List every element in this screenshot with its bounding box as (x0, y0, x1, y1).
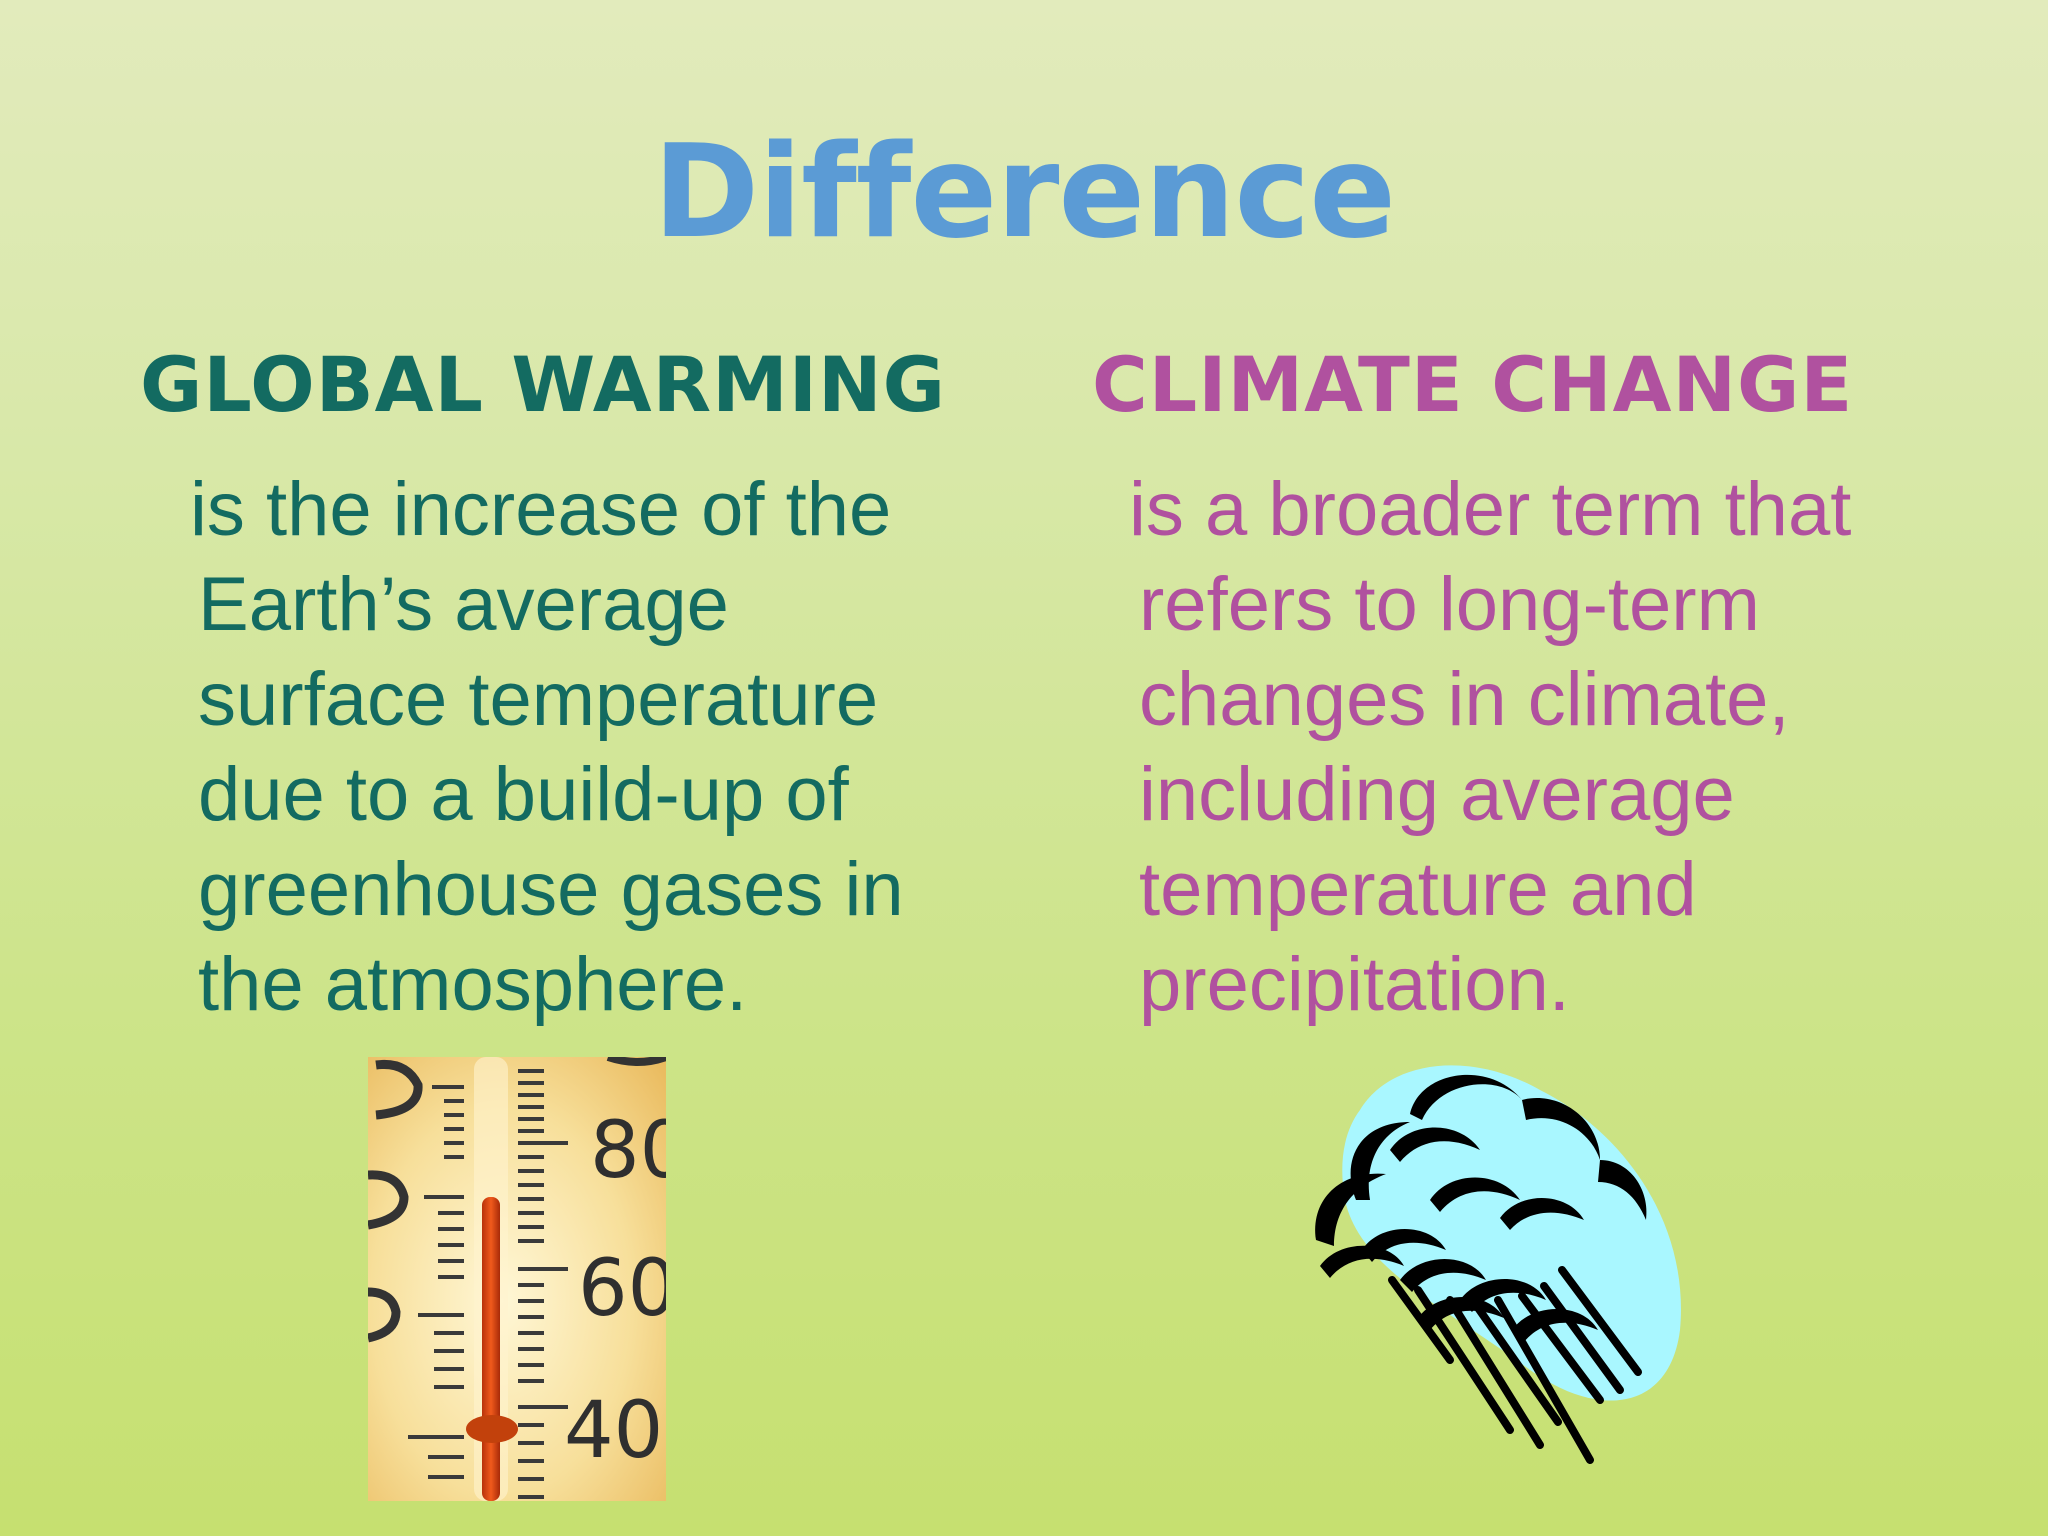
definition-line: including average (1139, 752, 1735, 837)
scale-label-80: 80 (590, 1106, 666, 1196)
definition-line: the atmosphere. (198, 942, 748, 1027)
scale-label-40: 40 (564, 1386, 663, 1476)
definition-line: changes in climate, (1139, 657, 1790, 742)
definition-line: greenhouse gases in (198, 847, 904, 932)
climate-change-definition: is a broader term that refers to long-te… (1129, 462, 1851, 1032)
rain-cloud-clipart (1315, 1065, 1681, 1464)
climate-change-heading: CLIMATE CHANGE (1092, 340, 1854, 429)
definition-line: is the increase of the (190, 467, 892, 552)
global-warming-heading: GLOBAL WARMING (140, 340, 946, 429)
global-warming-definition: is the increase of the Earth’s average s… (190, 462, 904, 1032)
definition-line: refers to long-term (1139, 562, 1760, 647)
definition-line: due to a build-up of (198, 752, 849, 837)
definition-line: Earth’s average (198, 562, 729, 647)
definition-line: temperature and (1139, 847, 1697, 932)
thermometer-image: 80 60 40 (368, 1057, 666, 1501)
definition-line: is a broader term that (1129, 467, 1852, 552)
definition-line: precipitation. (1139, 942, 1570, 1027)
definition-line: surface temperature (198, 657, 879, 742)
slide-title: Difference (652, 118, 1396, 267)
scale-label-60: 60 (578, 1244, 666, 1334)
